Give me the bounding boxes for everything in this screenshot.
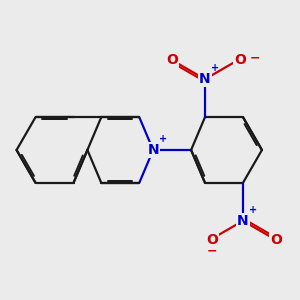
Text: −: − bbox=[207, 244, 217, 257]
Text: O: O bbox=[166, 53, 178, 67]
Text: O: O bbox=[206, 233, 218, 247]
Text: N: N bbox=[199, 72, 211, 86]
Text: +: + bbox=[211, 64, 219, 74]
Text: N: N bbox=[147, 143, 159, 157]
Text: +: + bbox=[249, 205, 257, 215]
Text: N: N bbox=[237, 214, 249, 228]
Text: O: O bbox=[270, 233, 282, 247]
Text: +: + bbox=[159, 134, 167, 144]
Text: −: − bbox=[250, 52, 260, 65]
Text: O: O bbox=[234, 53, 246, 67]
